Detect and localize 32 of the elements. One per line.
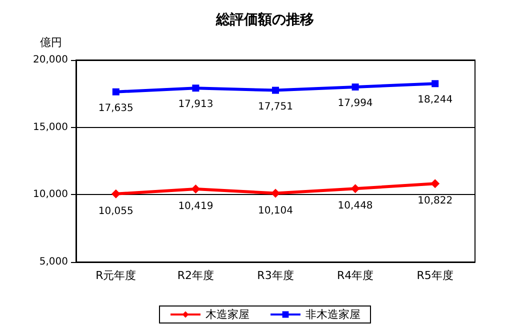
data-label: 10,104 [258,205,293,216]
x-tick-label: R2年度 [177,269,214,282]
y-tick-label: 20,000 [33,54,68,66]
data-label: 10,419 [178,201,214,212]
point [272,86,279,94]
point [112,88,120,96]
legend-label: 木造家屋 [206,308,250,321]
y-tick-label: 10,000 [33,189,68,200]
legend-label: 非木造家屋 [306,308,360,321]
chart-title: 総評価額の推移 [215,11,314,28]
data-label: 10,822 [418,196,453,207]
y-tick-label: 5,000 [39,256,68,268]
data-label: 18,244 [418,94,453,106]
data-label: 17,913 [178,99,214,110]
data-label: 17,994 [338,98,373,110]
x-tick-label: R3年度 [257,269,294,282]
y-axis-title: 億円 [40,36,62,49]
point [430,179,440,188]
data-label: 10,448 [338,200,373,212]
point [271,188,280,198]
point [191,184,200,194]
y-tick-label: 15,000 [33,122,68,133]
point [432,80,439,88]
point [352,84,359,91]
data-label: 10,055 [98,206,134,217]
point [192,84,200,92]
x-tick-label: R5年度 [416,269,454,282]
x-tick-label: R元年度 [96,269,136,282]
data-label: 17,635 [98,102,134,114]
point [111,189,120,198]
data-label: 17,751 [258,101,293,112]
x-tick-label: R4年度 [336,269,374,282]
